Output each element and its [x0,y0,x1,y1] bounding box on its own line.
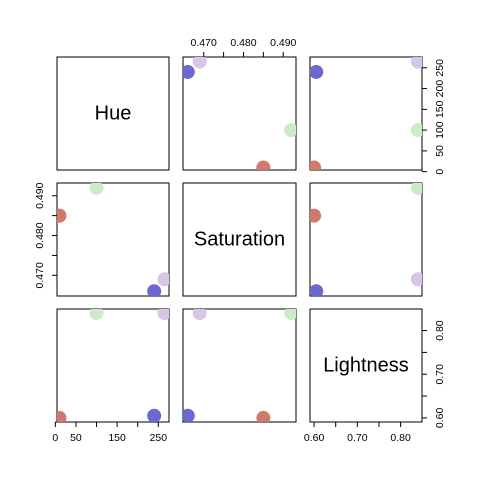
panel-saturation-lightness [309,182,423,297]
diagonal-label-lightness: Lightness [323,355,409,377]
panel-hue-hue [56,56,170,171]
diagonal-label-saturation: Saturation [194,229,285,251]
right-axis-lightness: 0.60 0.70 0.80 [421,320,446,429]
point-2-hue-vs-saturation [284,123,296,138]
points-lightness-vs-hue [57,309,169,422]
point-3-hue-vs-saturation [192,57,207,69]
axes-layer: 0.470 0.480 0.490 0 50 150 250 0.60 0.70 0.80 0.47… [34,37,446,444]
panel-hue-saturation [182,56,297,171]
bottom-axis-lightness-tick-label: 0.70 [347,432,368,444]
panel-lightness-hue [56,308,170,423]
points-saturation-vs-hue [57,183,169,296]
point-4-lightness-vs-saturation [183,408,195,422]
point-2-hue-vs-lightness [410,123,422,138]
bottom-axis-lightness-tick-label: 0.60 [304,432,325,444]
bottom-axis-lightness: 0.60 0.70 0.80 [304,421,411,444]
top-axis-saturation-tick-label: 0.470 [191,37,217,49]
right-axis-hue-tick-label: 150 [434,100,446,118]
point-2-saturation-vs-hue [89,183,104,195]
left-axis-saturation: 0.470 0.480 0.490 [34,182,58,288]
right-axis-lightness-tick-label: 0.70 [434,364,446,385]
point-4-saturation-vs-lightness [310,284,324,296]
right-axis-hue-tick-label: 50 [434,145,446,157]
point-3-lightness-vs-hue [157,309,169,321]
diagonal-labels-layer: Hue Saturation Lightness [95,103,409,377]
point-3-saturation-vs-lightness [410,272,422,287]
bottom-axis-hue-tick-label: 250 [150,432,168,444]
bottom-axis-hue-tick-label: 150 [108,432,126,444]
bottom-axis-hue-tick-label: 50 [70,432,82,444]
point-4-hue-vs-lightness [310,64,324,79]
left-axis-saturation-tick-label: 0.480 [34,222,46,248]
point-2-lightness-vs-hue [89,309,104,321]
diagonal-label-hue: Hue [95,103,132,125]
point-1-hue-vs-lightness [310,160,322,170]
top-axis-saturation-tick-label: 0.490 [270,37,296,49]
points-hue-vs-lightness [310,57,422,170]
bottom-axis-lightness-tick-label: 0.80 [390,432,411,444]
points-hue-vs-saturation [183,57,296,170]
point-3-hue-vs-lightness [410,57,422,69]
point-1-hue-vs-saturation [256,160,271,170]
right-axis-hue: 0 50 100 150 200 250 [421,59,446,175]
point-1-lightness-vs-saturation [256,410,271,422]
right-axis-lightness-tick-label: 0.80 [434,320,446,341]
point-3-lightness-vs-saturation [192,309,207,321]
panel-hue-lightness [309,56,423,171]
points-saturation-vs-lightness [310,183,422,296]
right-axis-hue-tick-label: 0 [434,169,446,175]
point-4-hue-vs-saturation [183,64,195,79]
point-2-saturation-vs-lightness [410,183,422,195]
point-1-saturation-vs-hue [57,208,67,223]
bottom-axis-hue-tick-label: 0 [52,432,58,444]
bottom-axis-hue: 0 50 150 250 [52,421,168,444]
point-2-lightness-vs-saturation [284,309,296,321]
right-axis-hue-tick-label: 250 [434,59,446,77]
right-axis-lightness-tick-label: 0.60 [434,408,446,429]
right-axis-hue-tick-label: 200 [434,80,446,98]
point-3-saturation-vs-hue [157,272,169,287]
point-1-saturation-vs-lightness [310,208,322,223]
points-lightness-vs-saturation [183,309,296,422]
panel-lightness-saturation [182,308,297,423]
left-axis-saturation-tick-label: 0.490 [34,182,46,208]
right-axis-hue-tick-label: 100 [434,121,446,139]
point-4-saturation-vs-hue [147,284,162,296]
panel-saturation-saturation [182,182,297,297]
panel-saturation-hue [56,182,170,297]
points-layer [57,57,422,422]
top-axis-saturation: 0.470 0.480 0.490 [191,37,297,58]
point-4-lightness-vs-hue [147,408,162,422]
point-1-lightness-vs-hue [57,410,67,422]
top-axis-saturation-tick-label: 0.480 [230,37,256,49]
left-axis-saturation-tick-label: 0.470 [34,262,46,288]
